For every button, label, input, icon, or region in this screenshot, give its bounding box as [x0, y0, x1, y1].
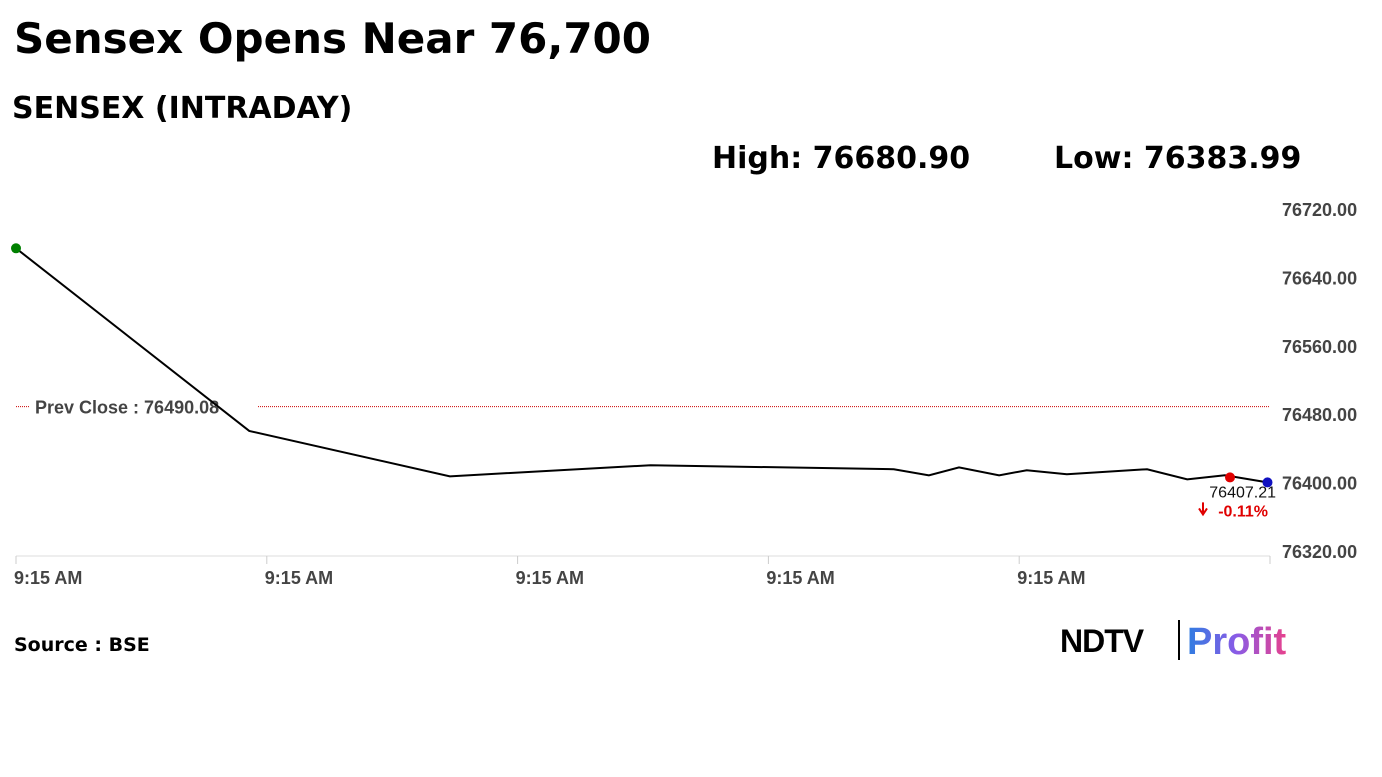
down-arrow	[1198, 502, 1208, 517]
prev-close-label: Prev Close : 76490.08	[35, 398, 219, 418]
x-tick-label: 9:15 AM	[265, 568, 333, 588]
x-tick-label: 9:15 AM	[766, 568, 834, 588]
end-point	[1262, 477, 1273, 488]
low-label: Low: 76383.99	[1054, 141, 1301, 176]
y-tick-label: 76640.00	[1282, 268, 1357, 288]
x-tick-label: 9:15 AM	[14, 568, 82, 588]
y-tick-label: 76720.00	[1282, 200, 1357, 220]
last-value-label: 76407.21	[1209, 484, 1276, 501]
high-label: High: 76680.90	[712, 141, 970, 176]
last-value-point	[1225, 472, 1235, 483]
x-tick-label: 9:15 AM	[1017, 568, 1085, 588]
prev-close-bg	[30, 392, 258, 419]
y-tick-label: 76480.00	[1282, 405, 1357, 425]
last-change-label: -0.11%	[1218, 503, 1268, 520]
price-line	[15, 247, 1268, 484]
logo-secondary: Profit	[1187, 621, 1287, 663]
y-tick-label: 76320.00	[1282, 542, 1357, 562]
x-tick-label: 9:15 AM	[516, 568, 584, 588]
plot-area: 76320.00 76400.00 76480.00 76560.00 76640.00…	[11, 200, 1357, 588]
y-tick-label: 76400.00	[1282, 474, 1357, 494]
logo-primary: NDTV	[1060, 623, 1145, 659]
y-tick-label: 76560.00	[1282, 337, 1357, 357]
source: Source : BSE	[14, 634, 150, 656]
chart-title: Sensex Opens Near 76,700	[14, 14, 651, 63]
start-point	[11, 243, 21, 254]
chart-subtitle: SENSEX (INTRADAY)	[12, 91, 352, 126]
